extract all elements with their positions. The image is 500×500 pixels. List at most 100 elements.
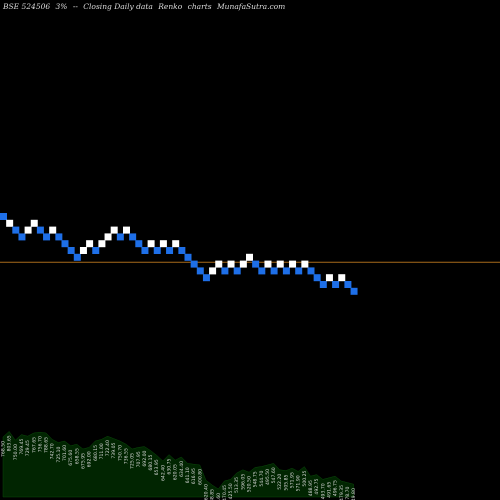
volume-value-label: 600.80 (197, 469, 203, 485)
renko-brick (18, 233, 26, 241)
volume-value-label: 711.00 (99, 443, 105, 459)
renko-brick (184, 253, 192, 261)
volume-value-label: 642.40 (160, 465, 166, 481)
renko-brick (49, 226, 57, 234)
volume-value-label: 544.70 (259, 470, 265, 486)
renko-brick (252, 260, 260, 268)
renko-brick (258, 267, 266, 275)
volume-value-label: 767.65 (31, 437, 37, 453)
renko-brick (116, 233, 124, 241)
volume-value-label: 725.10 (56, 446, 62, 462)
renko-brick (73, 253, 81, 261)
volume-value-label: 739.05 (111, 442, 117, 458)
volume-value-label: 505.85 (283, 474, 289, 490)
renko-brick (196, 267, 204, 275)
volume-value-label: 630.75 (167, 458, 173, 474)
volume-value-label: 722.40 (105, 440, 111, 456)
renko-brick (239, 260, 247, 268)
renko-brick (202, 274, 210, 282)
volume-value-label: 756.70 (37, 436, 43, 452)
renko-brick (350, 287, 358, 295)
renko-brick (172, 240, 180, 248)
volume-value-label: 547.60 (271, 467, 277, 483)
volume-value-label: 470.45 (222, 485, 228, 500)
volume-value-label: 675.60 (68, 450, 74, 466)
volume-value-label: 495.50 (265, 469, 271, 485)
site-label: MunafaSutra.com (216, 2, 286, 11)
renko-brick (6, 219, 14, 227)
volume-value-label: 493.70 (320, 483, 326, 499)
volume-value-label: 620.40 (203, 484, 209, 500)
charts-word-label: charts (187, 2, 212, 11)
volume-value-label: 520.50 (247, 476, 253, 492)
percent-label: 3% (55, 2, 68, 11)
volume-value-label: 479.35 (339, 485, 345, 500)
volume-value-label: 725.05 (130, 453, 136, 469)
renko-brick (36, 226, 44, 234)
renko-brick (221, 267, 229, 275)
renko-brick (344, 281, 352, 288)
renko-brick (227, 260, 235, 268)
renko-brick (12, 226, 20, 234)
volume-value-label: 680.15 (93, 445, 99, 461)
volume-area (2, 431, 354, 498)
renko-brick (104, 233, 112, 241)
volume-value-label: 496.75 (333, 480, 339, 496)
volume-value-label: 571.95 (290, 472, 296, 488)
renko-brick (135, 240, 143, 248)
renko-brick (338, 274, 346, 282)
renko-brick (147, 240, 155, 248)
renko-brick (215, 260, 223, 268)
volume-value-label: 548.75 (253, 471, 259, 487)
renko-brick (307, 267, 315, 275)
volume-value-label: 513.35 (234, 477, 240, 493)
volume-value-label: 788.65 (44, 437, 50, 453)
renko-brick (79, 247, 87, 254)
volume-value-label: 634.40 (179, 461, 185, 477)
renko-brick (92, 247, 100, 254)
volume-value-label: 729.45 (25, 440, 31, 456)
volume-value-label: 768.50 (1, 441, 7, 457)
renko-brick (270, 267, 278, 275)
renko-brick (276, 260, 284, 268)
volume-value-label: 680.15 (148, 454, 154, 470)
volume-value-label: 571.90 (296, 475, 302, 491)
renko-brick (282, 267, 290, 275)
renko-brick (123, 226, 130, 234)
renko-brick (159, 240, 167, 248)
chart-kind-label: Renko (158, 2, 183, 11)
volume-value-label: 769.45 (19, 438, 25, 454)
renko-brick (67, 247, 75, 254)
volume-value-label: 488.95 (308, 480, 314, 496)
volume-value-label: 692.00 (87, 451, 93, 467)
volume-value-label: 500.25 (302, 470, 308, 486)
volume-value-label: 491.65 (326, 482, 332, 498)
description-label: Closing Daily data (83, 2, 153, 11)
volume-value-label: 675.95 (80, 453, 86, 469)
volume-value-label: 701.60 (62, 445, 68, 461)
volume-value-label: 803.65 (7, 435, 13, 451)
volume-value-label: 750.00 (13, 444, 19, 460)
renko-brick (129, 233, 137, 241)
renko-brick (141, 247, 149, 254)
renko-brick (43, 233, 51, 241)
volume-value-label: 742.70 (50, 443, 56, 459)
renko-brick (110, 226, 118, 234)
volume-value-label: 449.80 (351, 488, 357, 500)
volume-value-label: 620.05 (173, 464, 179, 480)
renko-brick (86, 240, 94, 248)
renko-brick (190, 260, 198, 268)
renko-brick (233, 267, 241, 275)
renko-brick (98, 240, 106, 248)
volume-value-label: 478.70 (345, 486, 351, 500)
chart-header: BSE 524506 3% -- Closing Daily data Renk… (3, 2, 288, 11)
volume-value-label: 707.95 (136, 451, 142, 467)
volume-value-label: 750.70 (117, 445, 123, 461)
volume-value-label: 658.55 (74, 448, 80, 464)
volume-value-label: 653.95 (154, 459, 160, 475)
renko-brick (30, 219, 38, 227)
volume-value-label: 616.95 (191, 468, 197, 484)
renko-brick (289, 260, 297, 268)
renko-brick (325, 274, 333, 282)
